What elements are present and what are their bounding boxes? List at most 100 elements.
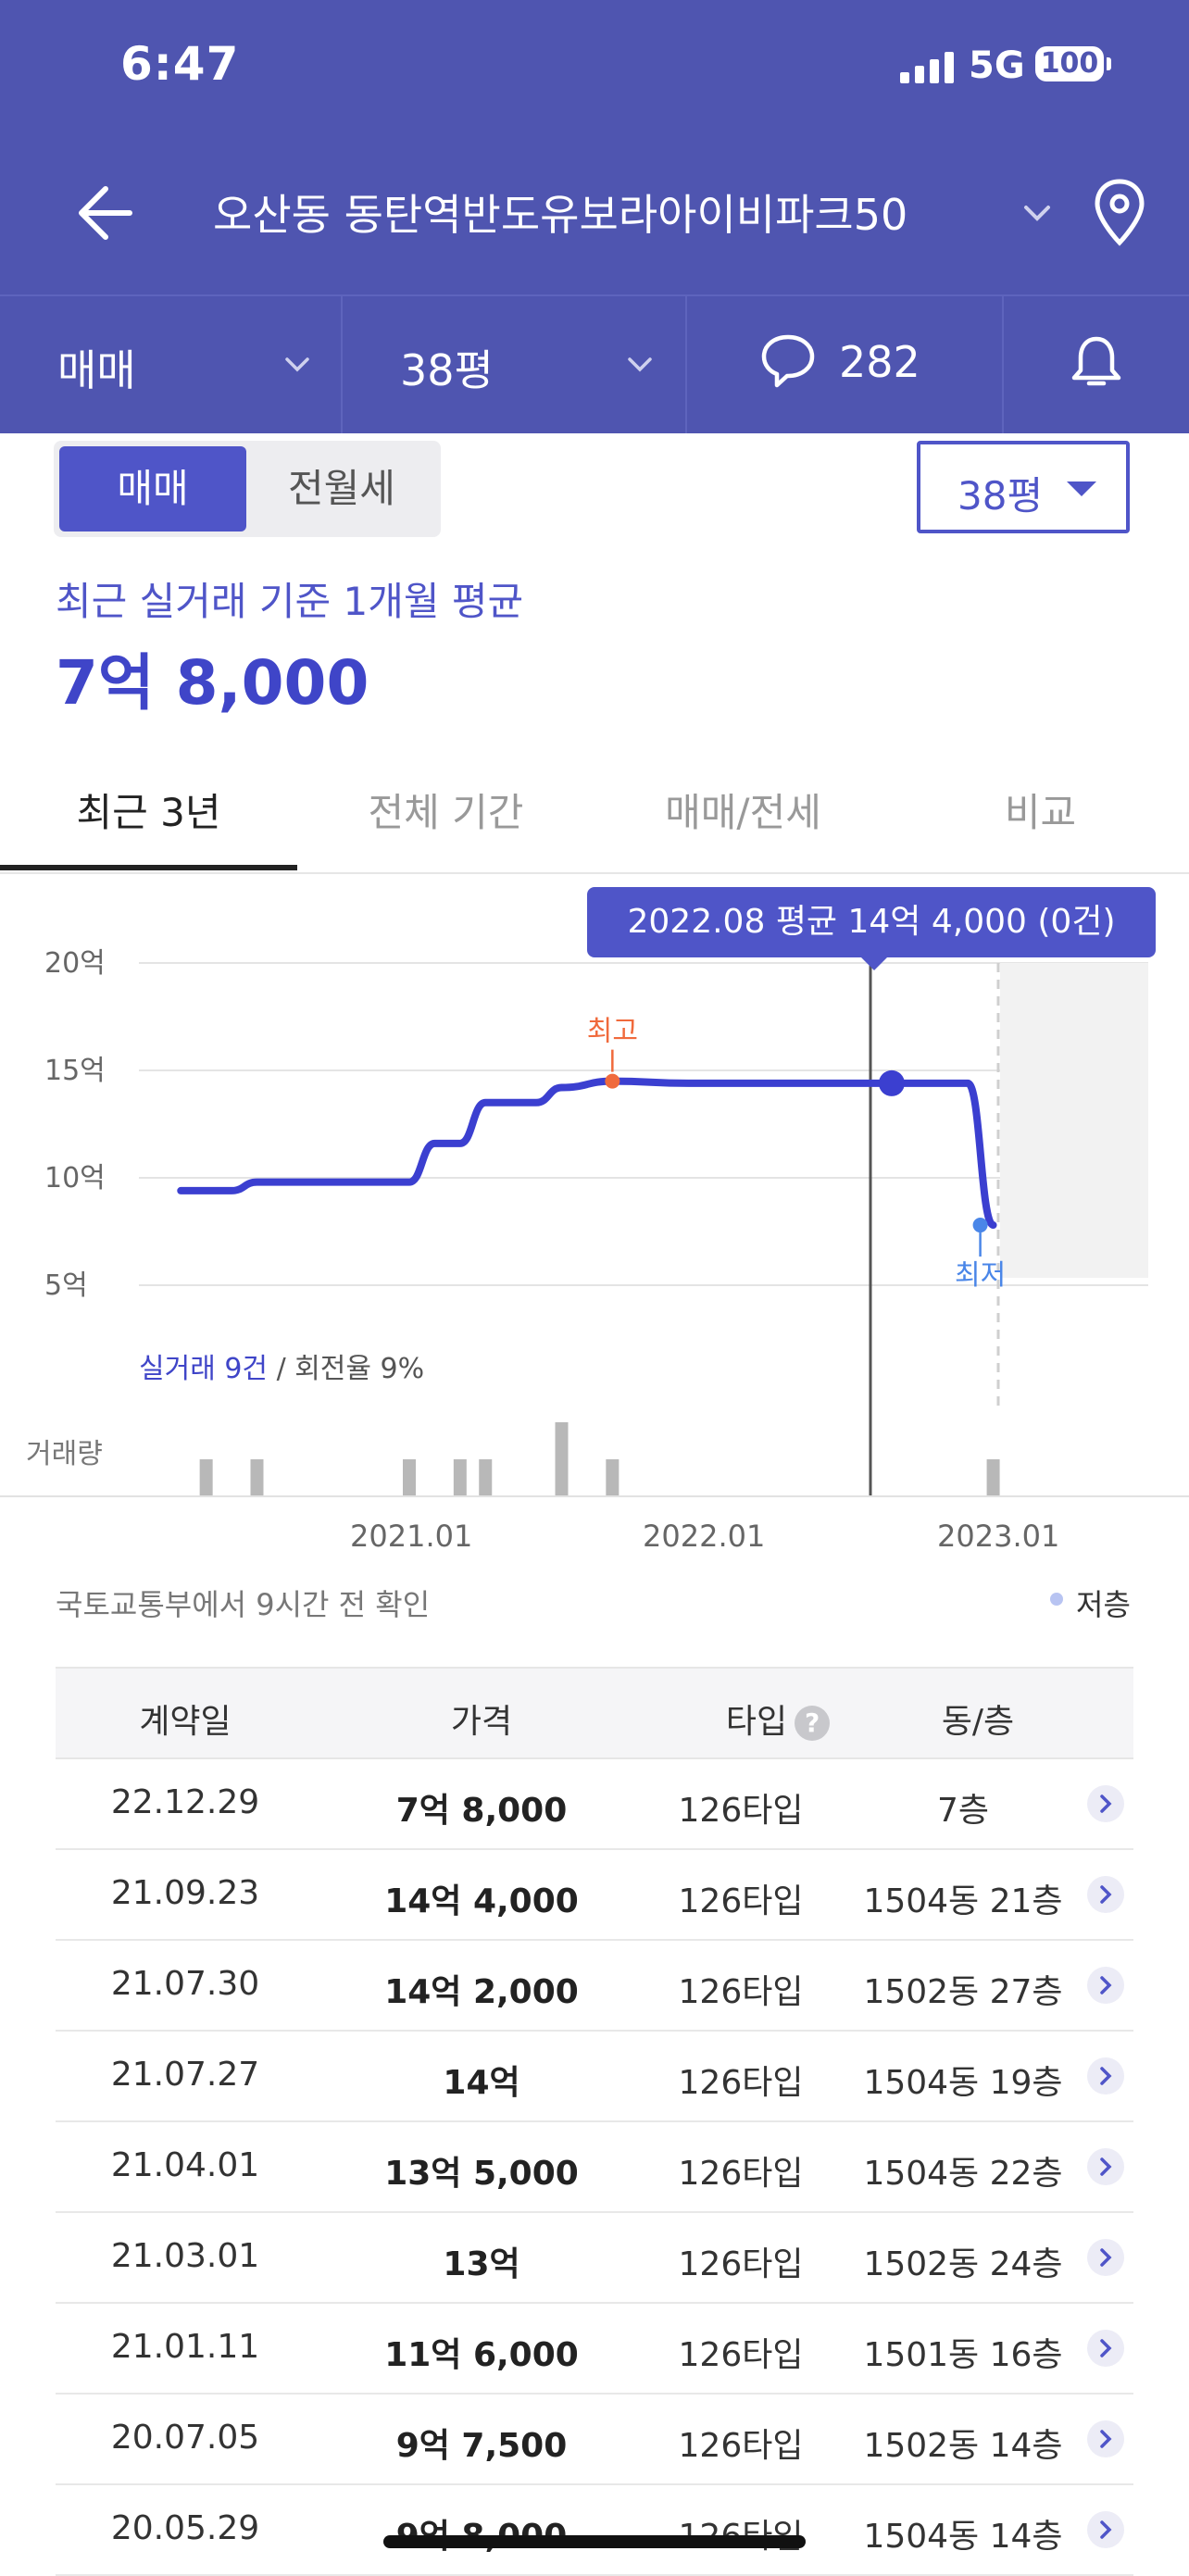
location-pin-icon[interactable] bbox=[1091, 176, 1148, 250]
volume-bar bbox=[250, 1459, 264, 1496]
row-date: 21.04.01 bbox=[110, 2146, 260, 2184]
status-time: 6:47 bbox=[120, 37, 240, 91]
chevron-right-icon[interactable] bbox=[1087, 1785, 1124, 1822]
row-price: 13억 bbox=[443, 2245, 520, 2283]
page-title[interactable]: 오산동 동탄역반도유보라아이비파크50 bbox=[213, 190, 908, 240]
chevron-down-icon bbox=[628, 357, 652, 372]
volume-label: 거래량 bbox=[26, 1438, 103, 1470]
row-unit: 1501동 16층 bbox=[863, 2336, 1063, 2374]
chart-tooltip: 2022.08 평균 14억 4,000 (0건) bbox=[587, 887, 1156, 957]
transaction-table: 계약일 가격 타입? 동/층 22.12.29 7억 8,000 126타입 7층 21… bbox=[56, 1667, 1133, 2576]
trade-toggle: 매매 전월세 bbox=[54, 441, 441, 537]
row-date: 21.03.01 bbox=[110, 2237, 260, 2275]
tab-recent-3y[interactable]: 최근 3년 bbox=[76, 790, 221, 835]
row-price: 14억 bbox=[443, 2064, 520, 2102]
high-label: 최고 bbox=[587, 1016, 638, 1048]
row-date: 22.12.29 bbox=[110, 1783, 260, 1821]
row-type: 126타입 bbox=[678, 2064, 804, 2102]
trade-type-label: 매매 bbox=[57, 345, 136, 395]
table-row[interactable]: 21.01.11 11억 6,000 126타입 1501동 16층 bbox=[56, 2304, 1133, 2395]
chevron-down-icon[interactable] bbox=[1019, 194, 1056, 231]
speech-bubble-icon bbox=[761, 334, 815, 388]
row-price: 7억 8,000 bbox=[395, 1792, 568, 1830]
comment-count: 282 bbox=[839, 337, 920, 387]
average-value: 7억 8,000 bbox=[56, 647, 369, 719]
table-row[interactable]: 22.12.29 7억 8,000 126타입 7층 bbox=[56, 1759, 1133, 1850]
chevron-right-icon[interactable] bbox=[1087, 2420, 1124, 2457]
low-point bbox=[972, 1218, 988, 1233]
volume-bar bbox=[606, 1459, 620, 1496]
row-price: 9억 8,000 bbox=[352, 2509, 611, 2557]
header-date: 계약일 bbox=[139, 1703, 232, 1741]
table-row[interactable]: 21.03.01 13억 126타입 1502동 24층 bbox=[56, 2213, 1133, 2304]
table-row[interactable]: 21.04.01 13억 5,000 126타입 1504동 22층 bbox=[56, 2122, 1133, 2213]
chevron-right-icon[interactable] bbox=[1087, 1876, 1124, 1913]
table-header: 계약일 가격 타입? 동/층 bbox=[56, 1667, 1133, 1759]
row-date: 21.07.30 bbox=[110, 1965, 260, 2003]
toggle-rent[interactable]: 전월세 bbox=[288, 466, 395, 511]
chevron-right-icon[interactable] bbox=[1087, 2239, 1124, 2276]
back-arrow-icon[interactable] bbox=[65, 176, 139, 250]
row-type: 126타입 bbox=[630, 2509, 852, 2557]
row-unit: 7층 bbox=[936, 1792, 990, 1830]
y-tick-label: 20억 bbox=[44, 947, 106, 980]
row-type: 126타입 bbox=[678, 2155, 804, 2193]
row-unit: 1504동 22층 bbox=[863, 2155, 1063, 2193]
tab-underline bbox=[0, 865, 297, 870]
network-label: 5G bbox=[969, 44, 1025, 87]
table-row[interactable]: 21.07.27 14억 126타입 1504동 19층 bbox=[56, 2032, 1133, 2122]
toggle-sale[interactable]: 매매 bbox=[59, 446, 246, 531]
header-price: 가격 bbox=[450, 1703, 513, 1741]
row-unit: 1504동 19층 bbox=[863, 2064, 1063, 2102]
row-date: 21.07.27 bbox=[110, 2056, 260, 2094]
row-price: 14억 4,000 bbox=[384, 1882, 579, 1920]
table-row[interactable]: 20.07.05 9억 7,500 126타입 1502동 14층 bbox=[56, 2395, 1133, 2485]
volume-bar bbox=[453, 1459, 467, 1496]
x-tick-label: 2022.01 bbox=[643, 1519, 766, 1554]
low-floor-dot bbox=[1050, 1593, 1063, 1606]
row-type: 126타입 bbox=[678, 1973, 804, 2011]
tab-all-period[interactable]: 전체 기간 bbox=[368, 790, 524, 835]
row-date: 21.01.11 bbox=[110, 2328, 260, 2366]
table-row[interactable]: 20.05.29 9억 8,000 126타입 1504동 14층 bbox=[56, 2485, 1133, 2576]
help-icon[interactable]: ? bbox=[795, 1706, 831, 1741]
row-type: 126타입 bbox=[678, 1792, 804, 1830]
size-label: 38평 bbox=[400, 345, 494, 395]
header-unit: 동/층 bbox=[941, 1703, 1015, 1741]
row-type: 126타입 bbox=[678, 2427, 804, 2465]
trade-type-dropdown[interactable]: 매매 bbox=[0, 296, 341, 433]
bell-icon bbox=[1071, 336, 1121, 386]
notification-button[interactable] bbox=[1004, 296, 1189, 433]
volume-bar bbox=[199, 1459, 213, 1496]
deal-stats: 실거래 9건 / 회전율 9% bbox=[139, 1353, 424, 1385]
size-dropdown[interactable]: 38평 bbox=[343, 296, 683, 433]
chevron-right-icon[interactable] bbox=[1087, 2057, 1124, 2095]
source-note: 국토교통부에서 9시간 전 확인 bbox=[56, 1587, 431, 1622]
tab-sale-jeonse[interactable]: 매매/전세 bbox=[665, 790, 821, 835]
period-tabs: 최근 3년 전체 기간 매매/전세 비교 bbox=[0, 750, 1189, 874]
volume-bar bbox=[479, 1459, 493, 1496]
row-unit: 1502동 14층 bbox=[863, 2427, 1063, 2465]
tab-compare[interactable]: 비교 bbox=[1004, 790, 1077, 835]
chevron-right-icon[interactable] bbox=[1087, 2148, 1124, 2185]
y-tick-label: 5억 bbox=[44, 1269, 88, 1302]
size-select[interactable]: 38평 bbox=[917, 441, 1130, 533]
row-type: 126타입 bbox=[678, 2336, 804, 2374]
y-tick-label: 15억 bbox=[44, 1055, 106, 1087]
future-shade bbox=[1000, 963, 1148, 1278]
chevron-down-icon bbox=[285, 357, 309, 372]
x-tick-label: 2023.01 bbox=[937, 1519, 1060, 1554]
table-row[interactable]: 21.07.30 14억 2,000 126타입 1502동 27층 bbox=[56, 1941, 1133, 2032]
high-point bbox=[605, 1073, 620, 1089]
volume-bar bbox=[555, 1422, 569, 1496]
chevron-right-icon[interactable] bbox=[1087, 2330, 1124, 2367]
table-row[interactable]: 21.09.23 14억 4,000 126타입 1504동 21층 bbox=[56, 1850, 1133, 1941]
segment-divider bbox=[341, 296, 343, 433]
segment-divider bbox=[1002, 296, 1004, 433]
chevron-right-icon[interactable] bbox=[1087, 1967, 1124, 2004]
average-label: 최근 실거래 기준 1개월 평균 bbox=[56, 579, 524, 624]
x-tick-label: 2021.01 bbox=[350, 1519, 473, 1554]
comments-button[interactable]: 282 bbox=[687, 296, 1002, 433]
chevron-right-icon[interactable] bbox=[1087, 2511, 1124, 2548]
